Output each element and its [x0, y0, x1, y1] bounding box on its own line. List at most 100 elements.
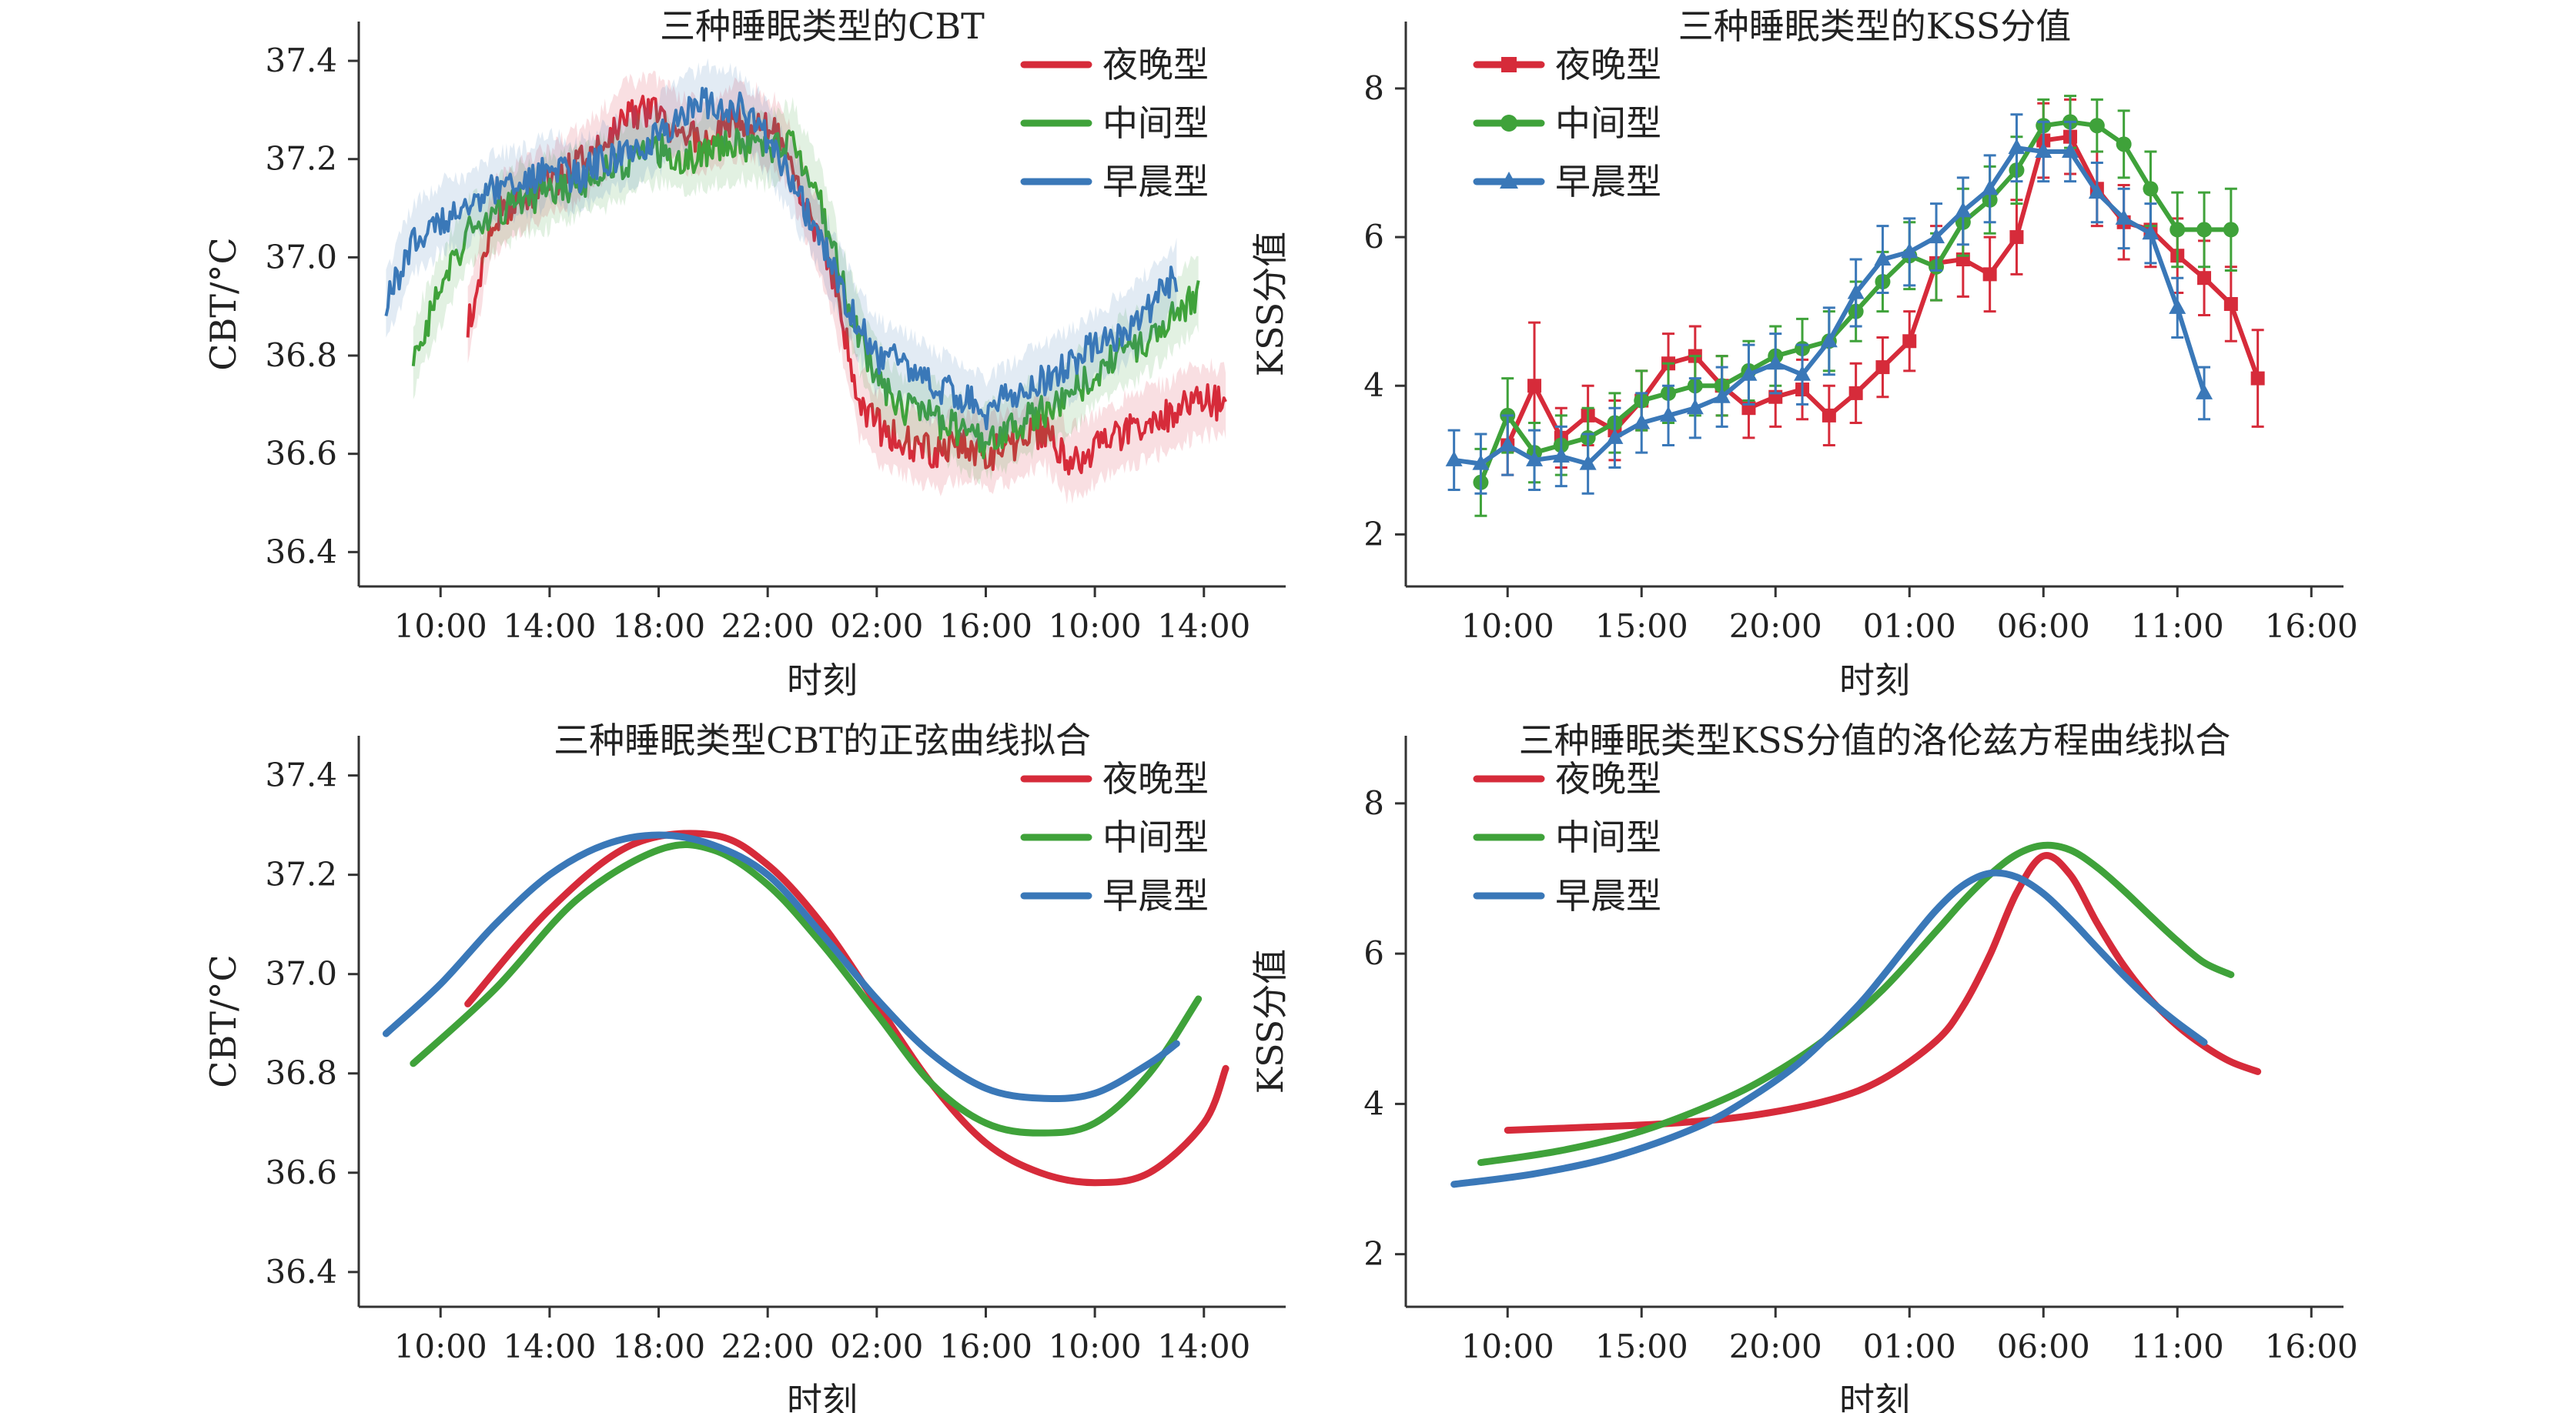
legend-label: 中间型 — [1102, 102, 1209, 144]
chart-title: 三种睡眠类型的CBT — [660, 5, 985, 47]
chart-kss-fit: 2 4 6 8 10:00 15:00 20:00 01:00 06:00 11:00 16:00 三… — [1250, 720, 2358, 1413]
y-tick-label: 37.0 — [265, 955, 337, 993]
data-point — [2116, 136, 2132, 152]
chart-cbt-raw: 36.4 36.6 36.8 37.0 37.2 37.4 10:00 14:00 18:00 2… — [202, 5, 1286, 701]
x-tick-label: 18:00 — [612, 1328, 705, 1365]
error-band — [413, 96, 1199, 485]
data-point — [2142, 224, 2159, 240]
legend-label: 早晨型 — [1102, 875, 1209, 917]
legend-item: 夜晚型 — [1473, 44, 1661, 85]
legend-label: 早晨型 — [1102, 161, 1209, 202]
data-point — [1901, 242, 1919, 259]
y-tick-label: 4 — [1363, 1084, 1384, 1122]
series-morning — [382, 831, 1180, 1102]
data-point — [1874, 250, 1892, 266]
series-line — [410, 841, 1203, 1137]
x-tick-label: 02:00 — [830, 607, 923, 645]
data-point — [1713, 387, 1731, 403]
legend-label: 中间型 — [1555, 817, 1661, 858]
legend-label: 夜晚型 — [1555, 44, 1661, 85]
y-tick-label: 6 — [1363, 218, 1384, 256]
y-tick-label: 2 — [1363, 515, 1384, 553]
data-point — [1820, 332, 1838, 348]
x-axis-label: 时刻 — [1839, 660, 1910, 701]
series-line — [384, 86, 1179, 431]
legend-item: 早晨型 — [1473, 161, 1661, 202]
data-point — [2223, 297, 2238, 311]
x-tick-label: 18:00 — [612, 607, 705, 645]
chart-kss-raw: 2 4 6 8 10:00 15:00 20:00 01:00 06:00 11:00 16:00 三… — [1250, 5, 2358, 701]
y-tick-label: 37.4 — [265, 757, 337, 794]
y-tick-label: 8 — [1363, 69, 1384, 107]
legend-item: 早晨型 — [1020, 875, 1209, 917]
x-axis-label: 时刻 — [787, 1380, 858, 1413]
series-evening — [464, 830, 1229, 1187]
data-point — [2196, 222, 2213, 238]
y-tick-label: 37.2 — [265, 140, 337, 178]
data-point — [1847, 283, 1865, 299]
data-point — [2170, 222, 2186, 238]
x-tick-label: 10:00 — [394, 1328, 487, 1365]
data-point — [2009, 230, 2024, 245]
chart-title: 三种睡眠类型KSS分值的洛伦兹方程曲线拟合 — [1519, 720, 2231, 761]
data-point — [1928, 228, 1945, 244]
data-point — [1982, 267, 1997, 282]
legend-marker — [1501, 57, 1517, 72]
chart-title: 三种睡眠类型的KSS分值 — [1678, 5, 2072, 47]
legend-label: 中间型 — [1102, 817, 1209, 858]
data-point — [1472, 454, 1490, 470]
series-line — [382, 831, 1180, 1102]
y-tick-label: 36.6 — [265, 435, 337, 473]
legend-label: 夜晚型 — [1102, 758, 1209, 800]
x-tick-label: 16:00 — [2265, 607, 2358, 645]
legend-item: 中间型 — [1020, 102, 1209, 144]
x-tick-label: 11:00 — [2131, 607, 2224, 645]
y-tick-label: 36.4 — [265, 1253, 337, 1291]
x-axis-label: 时刻 — [787, 660, 858, 701]
x-tick-label: 16:00 — [939, 1328, 1032, 1365]
x-tick-label: 20:00 — [1729, 607, 1822, 645]
series-line — [1477, 841, 2235, 1167]
y-tick-label: 37.2 — [265, 856, 337, 894]
data-point — [2008, 139, 2026, 155]
legend-label: 中间型 — [1555, 102, 1661, 144]
legend-item: 中间型 — [1473, 102, 1661, 144]
legend-item: 中间型 — [1020, 817, 1209, 858]
data-point — [1660, 406, 1678, 422]
x-tick-label: 10:00 — [1049, 607, 1142, 645]
legend-item: 夜晚型 — [1020, 44, 1209, 85]
x-tick-label: 14:00 — [1157, 1328, 1250, 1365]
data-point — [1526, 450, 1544, 466]
legend-label: 早晨型 — [1555, 161, 1661, 202]
y-tick-label: 36.4 — [265, 533, 337, 570]
data-point — [2062, 142, 2079, 159]
y-axis-label: KSS分值 — [1250, 232, 1291, 377]
x-tick-label: 22:00 — [721, 607, 815, 645]
data-point — [2169, 298, 2186, 314]
data-point — [2143, 181, 2159, 197]
y-tick-label: 36.8 — [265, 1054, 337, 1092]
y-tick-label: 36.8 — [265, 336, 337, 374]
legend-item: 中间型 — [1473, 817, 1661, 858]
data-point — [1445, 450, 1463, 466]
data-point — [1606, 428, 1624, 444]
data-point — [1686, 399, 1704, 415]
x-tick-label: 01:00 — [1863, 607, 1956, 645]
x-tick-label: 14:00 — [503, 1328, 596, 1365]
data-point — [1552, 446, 1570, 463]
legend-marker — [1500, 115, 1517, 132]
legend-marker — [1500, 172, 1518, 189]
data-point — [1902, 334, 1917, 349]
x-tick-label: 10:00 — [394, 607, 487, 645]
legend-label: 夜晚型 — [1102, 44, 1209, 85]
y-tick-label: 37.4 — [265, 42, 337, 79]
y-axis-label: KSS分值 — [1250, 949, 1291, 1094]
x-tick-label: 14:00 — [1157, 607, 1250, 645]
data-point — [2035, 142, 2052, 159]
error-band — [386, 58, 1177, 453]
x-tick-label: 06:00 — [1997, 607, 2090, 645]
x-tick-label: 14:00 — [503, 607, 596, 645]
data-point — [1767, 354, 1785, 370]
data-point — [1954, 202, 1972, 218]
